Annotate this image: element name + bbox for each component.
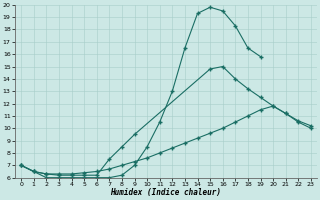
- X-axis label: Humidex (Indice chaleur): Humidex (Indice chaleur): [110, 188, 221, 197]
